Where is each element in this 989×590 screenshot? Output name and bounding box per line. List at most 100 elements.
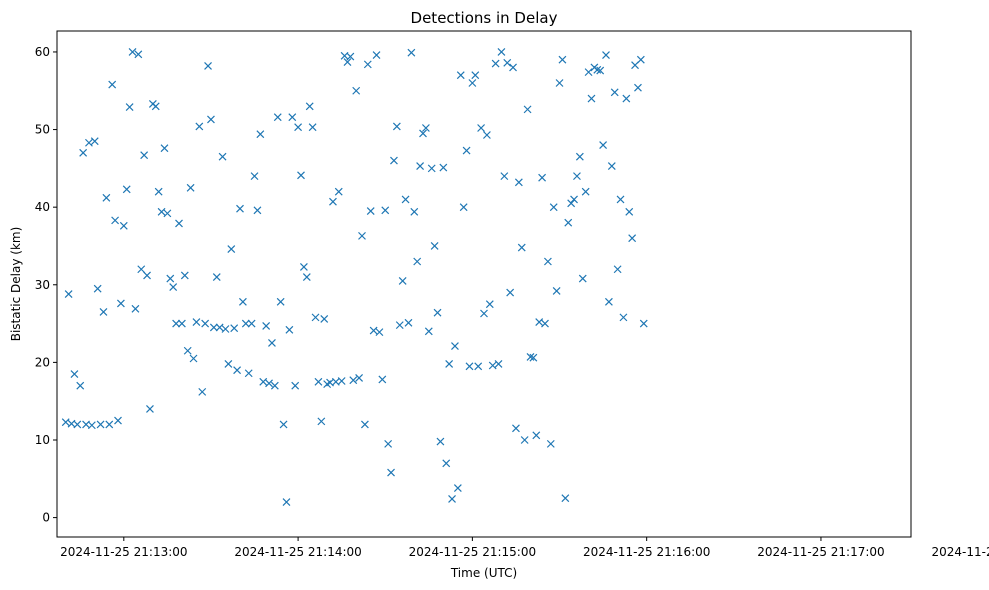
y-tick-label-3: 30 bbox=[35, 278, 50, 292]
data-point-60 bbox=[236, 204, 244, 213]
data-point-87 bbox=[314, 377, 323, 386]
data-point-51 bbox=[209, 323, 218, 332]
x-tick-label-2: 2024-11-25 21:15:00 bbox=[409, 545, 536, 559]
data-point-128 bbox=[433, 308, 442, 317]
data-point-116 bbox=[398, 276, 407, 285]
data-point-32 bbox=[154, 187, 163, 196]
data-point-132 bbox=[445, 360, 454, 368]
data-point-125 bbox=[424, 327, 433, 336]
data-point-186 bbox=[602, 51, 610, 59]
data-point-34 bbox=[160, 144, 169, 153]
data-point-77 bbox=[285, 325, 294, 334]
data-point-148 bbox=[491, 59, 500, 68]
data-point-28 bbox=[143, 271, 151, 280]
data-point-82 bbox=[299, 263, 308, 271]
data-point-56 bbox=[224, 360, 233, 368]
y-tick-label-0: 0 bbox=[42, 511, 50, 525]
data-point-80 bbox=[294, 123, 303, 132]
data-point-41 bbox=[180, 271, 189, 280]
data-point-129 bbox=[436, 437, 445, 446]
data-point-184 bbox=[596, 66, 605, 75]
data-point-143 bbox=[477, 124, 486, 132]
data-point-18 bbox=[114, 416, 122, 425]
data-point-111 bbox=[384, 439, 393, 448]
data-point-85 bbox=[308, 123, 317, 132]
x-tick-label-0: 2024-11-25 21:13:00 bbox=[60, 545, 187, 559]
data-point-195 bbox=[628, 234, 637, 243]
data-point-164 bbox=[538, 173, 547, 182]
data-point-198 bbox=[636, 55, 645, 64]
data-point-102 bbox=[358, 231, 366, 240]
data-point-138 bbox=[462, 146, 471, 155]
data-point-95 bbox=[337, 377, 346, 385]
data-point-49 bbox=[204, 61, 212, 70]
data-point-177 bbox=[575, 152, 584, 161]
data-point-134 bbox=[451, 342, 459, 351]
data-point-33 bbox=[157, 207, 166, 216]
data-point-149 bbox=[494, 360, 503, 368]
data-point-114 bbox=[392, 122, 401, 131]
data-point-155 bbox=[512, 424, 520, 433]
data-point-76 bbox=[282, 498, 291, 507]
data-point-15 bbox=[105, 420, 114, 429]
data-point-112 bbox=[387, 468, 395, 477]
data-point-127 bbox=[430, 242, 439, 250]
data-point-68 bbox=[259, 377, 268, 386]
data-point-175 bbox=[570, 195, 578, 204]
data-point-126 bbox=[427, 164, 436, 173]
data-point-152 bbox=[503, 58, 512, 67]
data-point-193 bbox=[622, 94, 631, 103]
data-point-194 bbox=[625, 207, 634, 216]
data-point-161 bbox=[529, 353, 538, 362]
data-point-74 bbox=[276, 297, 285, 306]
data-point-53 bbox=[215, 323, 224, 332]
data-point-81 bbox=[297, 171, 305, 180]
data-point-19 bbox=[116, 299, 125, 308]
data-point-35 bbox=[163, 209, 172, 218]
data-point-39 bbox=[175, 219, 183, 228]
data-point-9 bbox=[87, 421, 96, 430]
data-point-168 bbox=[549, 203, 558, 212]
data-point-40 bbox=[177, 319, 186, 328]
data-point-105 bbox=[366, 207, 375, 215]
data-point-153 bbox=[506, 288, 515, 297]
data-point-160 bbox=[526, 353, 535, 361]
data-point-43 bbox=[186, 183, 195, 192]
data-point-158 bbox=[520, 436, 529, 444]
data-point-79 bbox=[291, 381, 300, 390]
data-point-94 bbox=[334, 187, 343, 196]
data-point-13 bbox=[99, 308, 108, 316]
data-point-170 bbox=[555, 79, 564, 87]
data-point-52 bbox=[212, 273, 221, 281]
data-point-185 bbox=[599, 141, 608, 150]
data-point-139 bbox=[465, 362, 474, 371]
data-point-67 bbox=[256, 130, 265, 139]
data-point-36 bbox=[166, 274, 175, 283]
data-point-137 bbox=[459, 203, 468, 212]
data-point-54 bbox=[218, 152, 227, 161]
data-point-109 bbox=[378, 375, 387, 384]
data-point-42 bbox=[183, 346, 192, 355]
data-point-171 bbox=[558, 55, 567, 64]
data-point-75 bbox=[279, 420, 288, 429]
data-point-89 bbox=[320, 314, 329, 323]
data-point-122 bbox=[416, 162, 425, 170]
x-tick-label-5: 2024-11-25 21:18:00 bbox=[932, 545, 989, 559]
data-point-72 bbox=[270, 381, 279, 390]
data-point-11 bbox=[93, 284, 102, 293]
data-point-150 bbox=[497, 48, 506, 56]
data-point-166 bbox=[543, 257, 552, 266]
data-point-141 bbox=[471, 71, 480, 80]
y-tick-label-6: 60 bbox=[35, 45, 50, 59]
data-point-154 bbox=[509, 63, 517, 72]
data-point-27 bbox=[140, 151, 149, 160]
data-point-199 bbox=[639, 319, 648, 328]
data-point-70 bbox=[265, 379, 273, 388]
data-point-12 bbox=[96, 420, 105, 429]
data-point-147 bbox=[488, 361, 497, 370]
data-point-119 bbox=[407, 48, 416, 57]
data-point-135 bbox=[453, 484, 462, 493]
data-point-176 bbox=[573, 172, 581, 181]
data-point-0 bbox=[61, 418, 70, 427]
